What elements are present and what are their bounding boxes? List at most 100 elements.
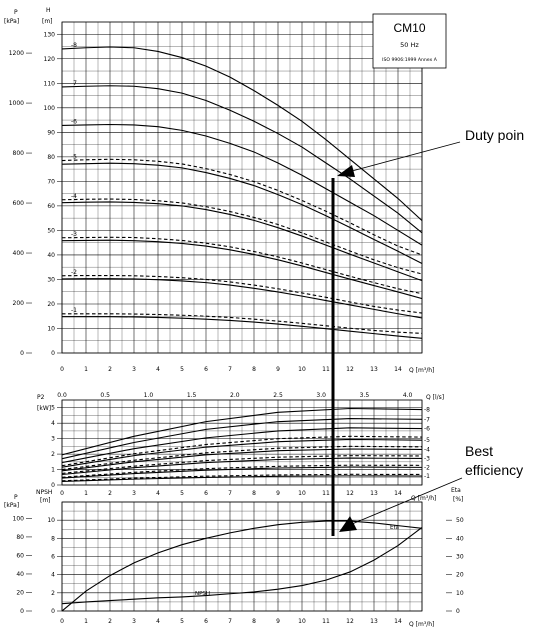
head-x-tick-label: 4 [156,366,160,373]
head-x-axis-label: Q [m³/h] [409,367,434,374]
flow-ls-tick-label: 1.0 [144,392,154,399]
eta-axis-label: Eta [451,487,461,494]
head-tick-label: 100 [44,105,56,112]
duty-point-label: Duty poin [465,127,524,143]
npsh-pressure-ticks: 020406080100 [13,515,32,615]
power-x-tick-label: 5 [180,490,184,497]
head-tick-label: 40 [47,252,55,259]
head-axis-ticks: 0 10 20 30 40 50 60 70 80 90 100 110 120 130 [44,31,62,357]
head-curve-label: -2 [71,269,77,276]
npsh-eta-x-tick-label: 4 [156,618,160,625]
power-top-ticks: 0.0 0.5 1.0 1.5 2.0 2.5 3.0 3.5 4.0 [57,392,412,399]
power-axis-label: P2 [37,394,45,401]
npsh-eta-x-tick-label: 8 [252,618,256,625]
model-frequency: 50 Hz [400,41,419,49]
power-tick-label: 5 [51,405,55,412]
npsh-eta-x-axis-label: Q [m³/h] [409,621,434,628]
npsh-eta-x-tick-label: 9 [276,618,280,625]
power-x-tick-label: 2 [108,490,112,497]
npsh-pressure-tick-label: 40 [16,571,24,578]
npsh-eta-x-tick-label: 7 [228,618,232,625]
power-x-tick-label: 4 [156,490,160,497]
power-curve-label: -5 [424,437,430,444]
power-x-tick-label: 6 [204,490,208,497]
npsh-eta-x-tick-label: 3 [132,618,136,625]
head-tick-label: 130 [44,31,56,38]
power-x-tick-label: 10 [298,490,306,497]
power-y-ticks: 0 1 2 3 4 5 [51,405,62,489]
npsh-eta-x-tick-label: 11 [322,618,330,625]
power-curve-label: -6 [424,426,430,433]
power-tick-label: 0 [51,482,55,489]
power-x-tick-label: 9 [276,490,280,497]
power-tick-label: 3 [51,436,55,443]
eta-tick-label: 40 [456,535,464,542]
head-x-tick-label: 9 [276,366,280,373]
pressure-tick-label: 1200 [9,50,24,57]
power-x-tick-label: 13 [370,490,378,497]
npsh-eta-x-tick-label: 1 [84,618,88,625]
npsh-eta-x-tick-label: 5 [180,618,184,625]
npsh-pressure-tick-label: 0 [20,608,24,615]
head-x-tick-label: 8 [252,366,256,373]
model-name: CM10 [393,21,425,35]
power-right-labels: -8 -7 -6 -5 -4 -3 -2 -1 [424,407,430,480]
power-x-tick-label: 8 [252,490,256,497]
head-x-tick-label: 5 [180,366,184,373]
npsh-eta-x-tick-label: 12 [346,618,354,625]
best-efficiency-arrowhead [339,516,357,532]
model-box: CM10 50 Hz ISO 9906:1999 Annex A [373,14,446,68]
eta-tick-label: 10 [456,590,464,597]
power-x-tick-label: 11 [322,490,330,497]
pressure-axis-ticks: 0 200 400 600 800 1000 1200 [9,50,32,357]
npsh-tick-label: 2 [51,590,55,597]
npsh-axis-label: NPSH [36,489,52,496]
eta-tick-label: 50 [456,517,464,524]
head-tick-label: 110 [44,80,56,87]
best-efficiency-annotation: Best efficiency [339,443,523,532]
pressure-tick-label: 0 [20,350,24,357]
npsh-pressure-tick-label: 20 [16,589,24,596]
power-x-tick-label: 0 [60,490,64,497]
flow-ls-tick-label: 2.0 [230,392,240,399]
head-x-tick-label: 11 [322,366,330,373]
power-grid [62,400,422,485]
head-x-tick-label: 6 [204,366,208,373]
eta-tick-label: 20 [456,572,464,579]
npsh-curve-label: NPSH [195,591,210,597]
power-tick-label: 1 [51,467,55,474]
head-tick-label: 90 [47,129,55,136]
power-x-ticks: 0 1 2 3 4 5 6 7 8 9 10 11 12 13 14 [60,490,402,497]
flow-ls-tick-label: 1.5 [187,392,197,399]
eta-axis-unit: [%] [453,496,463,503]
npsh-tick-label: 10 [47,517,55,524]
npsh-axis-ticks: 0246810 [47,517,62,615]
head-curve-label: -6 [71,118,77,125]
head-curve-label: -8 [71,42,77,49]
best-efficiency-label-line2: efficiency [465,462,523,478]
power-x-tick-label: 14 [394,490,402,497]
npsh-tick-label: 0 [51,608,55,615]
head-x-tick-label: 0 [60,366,64,373]
flow-ls-tick-label: 3.5 [360,392,370,399]
pressure-axis-label: P [14,9,18,16]
pressure-axis-unit: [kPa] [4,18,19,25]
duty-point-arrow-line [352,142,460,171]
pressure-tick-label: 200 [13,300,25,307]
npsh-eta-x-tick-label: 13 [370,618,378,625]
head-x-tick-label: 10 [298,366,306,373]
head-tick-label: 120 [44,56,56,63]
pressure-tick-label: 600 [13,200,25,207]
head-tick-label: 10 [47,325,55,332]
head-curve-label: -3 [71,231,77,238]
head-tick-label: 60 [47,203,55,210]
npsh-eta-panel: 0246810 020406080100 01020304050 0123456… [4,487,464,628]
flow-ls-tick-label: 3.0 [316,392,326,399]
power-x-axis-label: Q [m³/h] [411,495,436,502]
head-tick-label: 80 [47,154,55,161]
duty-point-arrowhead [337,165,355,177]
head-x-tick-label: 3 [132,366,136,373]
power-x-tick-label: 7 [228,490,232,497]
npsh-tick-label: 8 [51,535,55,542]
